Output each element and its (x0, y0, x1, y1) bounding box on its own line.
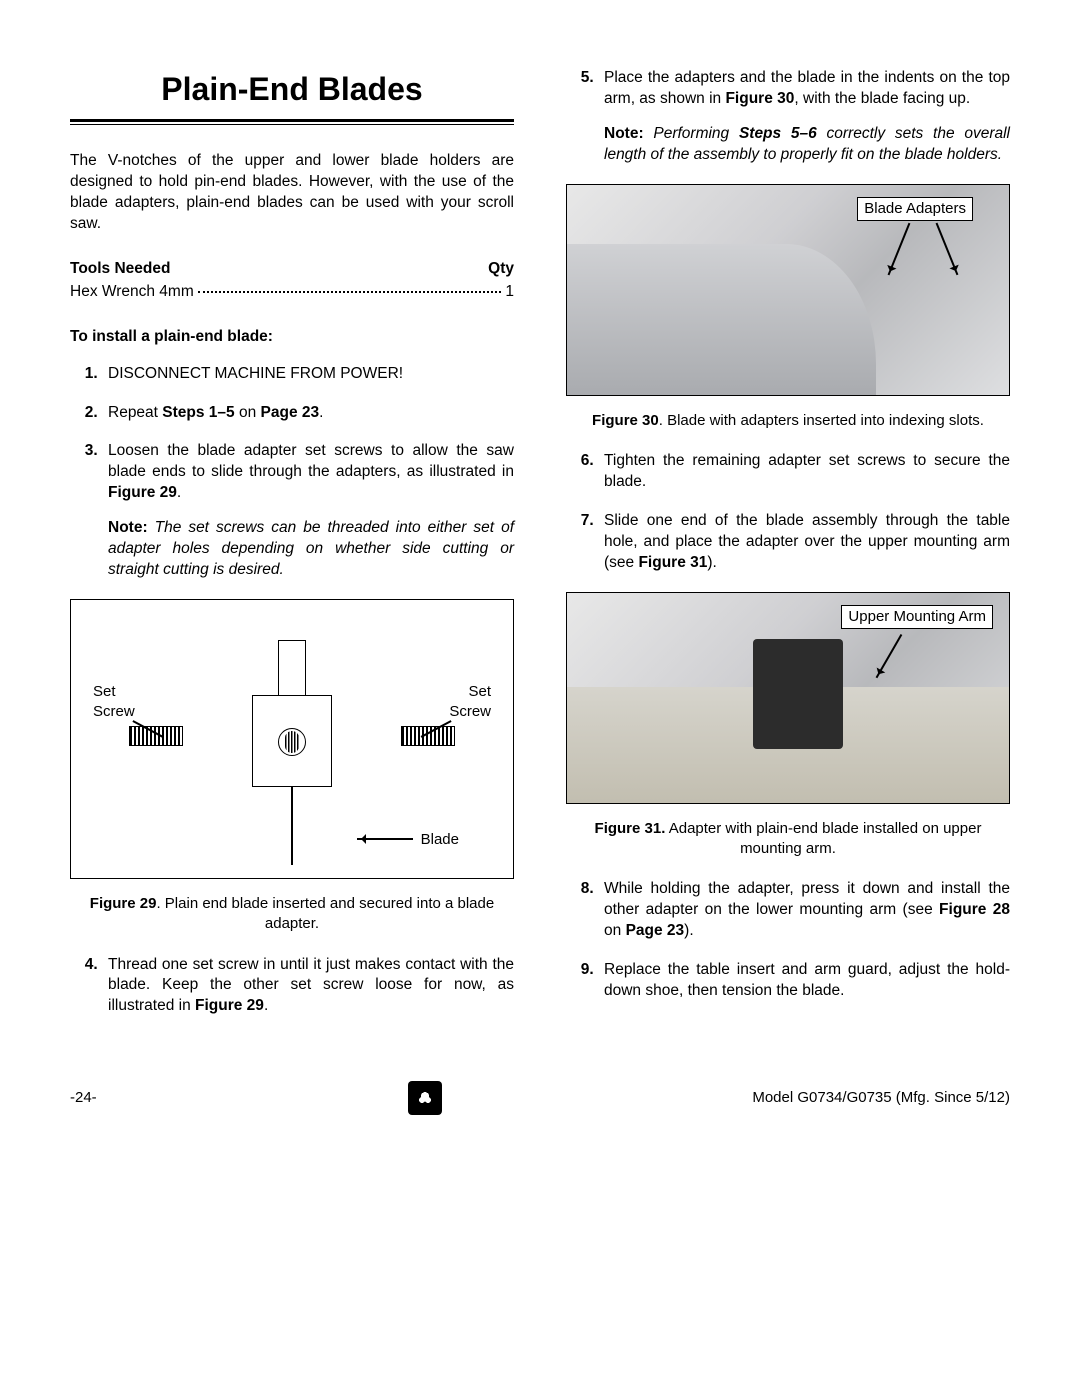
set-label-r: Set (468, 683, 491, 700)
set-label-l: Set (93, 683, 116, 700)
step-3-note: Note: The set screws can be threaded int… (108, 518, 514, 581)
step-5: Place the adapters and the blade in the … (598, 68, 1010, 166)
tools-row: Hex Wrench 4mm 1 (70, 282, 514, 303)
fig29-label-left: Set Screw (93, 682, 135, 723)
fig29-cap-text: . Plain end blade inserted and secured i… (156, 895, 494, 932)
figure-30-caption: Figure 30. Blade with adapters inserted … (566, 411, 1010, 431)
fig29-label-right: Set Screw (449, 682, 491, 723)
steps-list-right-3: While holding the adapter, press it down… (566, 879, 1010, 1002)
left-column: Plain-End Blades The V-notches of the up… (70, 68, 514, 1035)
step-2: Repeat Steps 1–5 on Page 23. (102, 403, 514, 424)
fig29-cap-bold: Figure 29 (90, 895, 157, 912)
tools-needed-label: Tools Needed (70, 259, 170, 280)
fig31-cap-bold: Figure 31. (595, 820, 666, 837)
steps-list-right-1: Place the adapters and the blade in the … (566, 68, 1010, 166)
fig31-callout: Upper Mounting Arm (841, 605, 993, 629)
fig30-cap-bold: Figure 30 (592, 412, 659, 429)
leader-dots (198, 291, 502, 293)
step-4-ref: Figure 29 (195, 997, 264, 1014)
step-2-dot: . (319, 404, 323, 421)
step-5-ref: Figure 30 (725, 90, 794, 107)
step-8-on: on (604, 922, 626, 939)
fig31-cap-text: Adapter with plain-end blade installed o… (665, 820, 981, 857)
qty-label: Qty (488, 259, 514, 280)
fig31-dark-icon (753, 639, 843, 749)
step-3-text: Loosen the blade adapter set screws to a… (108, 442, 514, 480)
model-info: Model G0734/G0735 (Mfg. Since 5/12) (752, 1088, 1010, 1108)
step-5-tail: , with the blade facing up. (794, 90, 970, 107)
page-columns: Plain-End Blades The V-notches of the up… (70, 68, 1010, 1035)
brand-logo-icon (408, 1081, 442, 1115)
tool-item: Hex Wrench 4mm (70, 282, 194, 303)
step-5-note-steps: Steps 5–6 (739, 125, 817, 142)
step-3-dot: . (177, 484, 181, 501)
step-9: Replace the table insert and arm guard, … (598, 960, 1010, 1002)
steps-list-right-2: Tighten the remaining adapter set screws… (566, 451, 1010, 574)
step-5-note-b: Performing (644, 125, 739, 142)
fig29-inner-icon (285, 731, 299, 753)
figure-29: Set Screw Set Screw Blade (70, 599, 514, 879)
step-8-ref: Figure 28 (939, 901, 1010, 918)
fig29-tube-icon (278, 640, 306, 695)
step-8: While holding the adapter, press it down… (598, 879, 1010, 942)
step-3-note-label: Note: (108, 519, 148, 536)
fig29-right-screw-icon (401, 726, 455, 746)
step-2-page: Page 23 (261, 404, 320, 421)
fig30-callout: Blade Adapters (857, 197, 973, 221)
figure-30: Blade Adapters (566, 184, 1010, 396)
fig30-cap-text: . Blade with adapters inserted into inde… (659, 412, 984, 429)
figure-29-caption: Figure 29. Plain end blade inserted and … (70, 894, 514, 935)
step-3-note-text: The set screws can be threaded into eith… (108, 519, 514, 578)
step-8-page: Page 23 (626, 922, 685, 939)
step-3: Loosen the blade adapter set screws to a… (102, 441, 514, 581)
fig29-left-screw-icon (129, 726, 183, 746)
steps-list-left: DISCONNECT MACHINE FROM POWER! Repeat St… (70, 364, 514, 581)
figure-30-photo: Blade Adapters (567, 185, 1009, 395)
step-4-text: Thread one set screw in until it just ma… (108, 956, 514, 1015)
title-rule (70, 119, 514, 125)
fig30-shape-icon (567, 244, 876, 395)
step-4-dot: . (264, 997, 268, 1014)
figure-31: Upper Mounting Arm (566, 592, 1010, 804)
step-3-ref: Figure 29 (108, 484, 177, 501)
step-8-dot: ). (684, 922, 693, 939)
step-7-ref: Figure 31 (638, 554, 707, 571)
fig30-arrow-a-icon (887, 222, 909, 274)
step-6: Tighten the remaining adapter set screws… (598, 451, 1010, 493)
step-1: DISCONNECT MACHINE FROM POWER! (102, 364, 514, 385)
step-2-text: Repeat (108, 404, 162, 421)
install-subhead: To install a plain-end blade: (70, 327, 514, 348)
screw-label-l: Screw (93, 703, 135, 720)
tools-header: Tools Needed Qty (70, 259, 514, 280)
section-title: Plain-End Blades (70, 68, 514, 111)
step-5-note: Note: Performing Steps 5–6 correctly set… (604, 124, 1010, 166)
page-footer: -24- Model G0734/G0735 (Mfg. Since 5/12) (70, 1081, 1010, 1115)
fig30-arrow-b-icon (935, 222, 957, 274)
figure-31-photo: Upper Mounting Arm (567, 593, 1009, 803)
step-4: Thread one set screw in until it just ma… (102, 955, 514, 1018)
fig29-label-blade: Blade (421, 830, 459, 850)
figure-31-caption: Figure 31. Adapter with plain-end blade … (566, 819, 1010, 860)
screw-label-r: Screw (449, 703, 491, 720)
fig29-blade-icon (291, 787, 293, 865)
right-column: Place the adapters and the blade in the … (566, 68, 1010, 1035)
fig31-arrow-icon (875, 634, 901, 678)
tool-qty: 1 (505, 282, 514, 303)
step-5-note-label: Note: (604, 125, 644, 142)
page-number: -24- (70, 1088, 97, 1108)
steps-list-left-2: Thread one set screw in until it just ma… (70, 955, 514, 1018)
step-7: Slide one end of the blade assembly thro… (598, 511, 1010, 574)
step-2-on: on (235, 404, 261, 421)
step-7-dot: ). (707, 554, 716, 571)
intro-paragraph: The V-notches of the upper and lower bla… (70, 151, 514, 235)
fig29-arrow-blade-icon (357, 838, 413, 840)
step-2-steps: Steps 1–5 (162, 404, 234, 421)
